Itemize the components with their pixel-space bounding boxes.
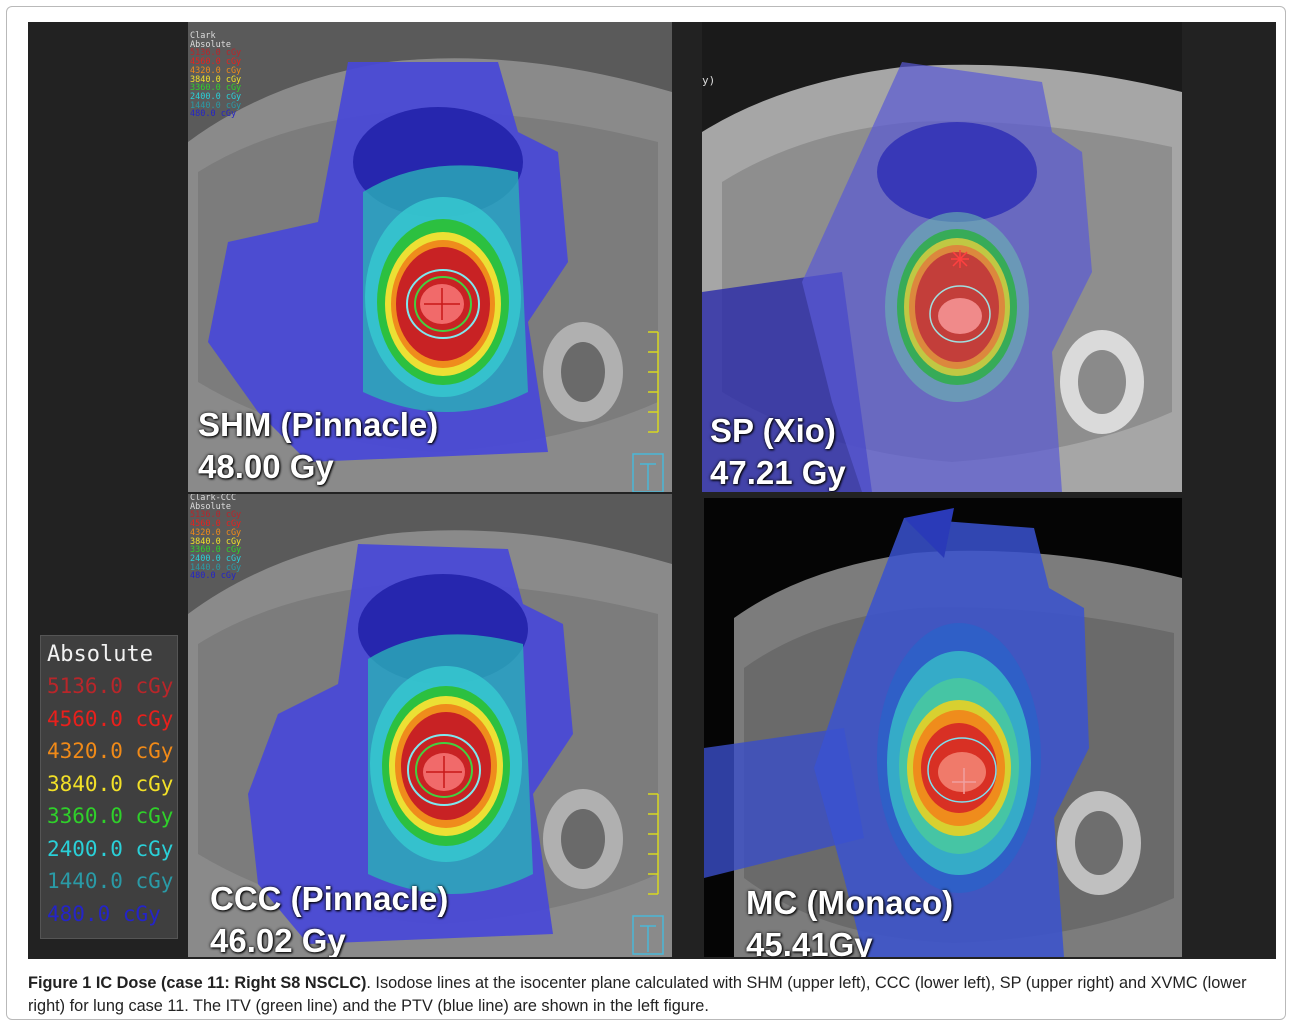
legend-item: 5136.0 cGy [190,48,242,59]
legend-item: 480.0 cGy [190,571,237,582]
dose-value: 46.02 Gy [210,922,346,957]
legend-item: 5136.0 cGy [190,510,242,521]
legend-item: 4560.0 cGy [190,57,242,68]
mini-legend-ccc: Clark-CCC Absolute 5136.0 cGy 4560.0 cGy… [190,494,241,581]
method-label: MC (Monaco) [746,884,954,921]
caption-title: Figure 1 IC Dose (case 11: Right S8 NSCL… [28,974,367,992]
legend-item: 3840.0 cGy [190,536,242,547]
ct-dose-image-ccc [188,494,672,957]
dose-value: 45.41Gy [746,926,873,957]
panel-sp: SP (Xio) 47.21 Gy [702,22,1182,492]
ct-dose-image-mc [704,498,1182,957]
dose-value: 47.21 Gy [710,454,846,491]
ct-dose-image-shm [188,22,672,492]
method-label: CCC (Pinnacle) [210,880,449,917]
axis-label-fragment: y) [702,74,716,87]
method-label: SHM (Pinnacle) [198,406,439,443]
caption-text: . Isodose lines at the isocenter plane c… [28,974,1247,1015]
header-line: Clark-CCC [190,494,237,503]
dose-value: 48.00 Gy [198,448,334,485]
legend-item: 1440.0 cGy [190,562,242,573]
legend-item: 1440.0 cGy [47,869,174,893]
panel-ccc: Clark-CCC Absolute 5136.0 cGy 4560.0 cGy… [188,494,672,957]
legend-item: 2400.0 cGy [190,91,242,102]
header-line: Absolute [190,501,231,512]
legend-title: Absolute [47,642,153,667]
header-line: Clark [190,31,216,41]
legend-item: 1440.0 cGy [190,100,242,111]
method-label: SP (Xio) [710,412,836,449]
legend-item: 4320.0 cGy [47,739,174,763]
legend-item: 4560.0 cGy [190,519,242,530]
dose-legend: Absolute 5136.0 cGy 4560.0 cGy 4320.0 cG… [40,635,178,939]
legend-item: 4320.0 cGy [190,527,242,538]
figure-caption: Figure 1 IC Dose (case 11: Right S8 NSCL… [28,972,1278,1018]
header-line: Absolute [190,39,231,50]
panel-mc: MC (Monaco) 45.41Gy [704,498,1182,957]
legend-item: 3840.0 cGy [47,771,174,796]
legend-item: 2400.0 cGy [190,553,242,564]
legend-item: 4560.0 cGy [47,706,174,731]
ct-dose-image-sp [702,22,1182,492]
legend-item: 4320.0 cGy [190,65,242,76]
panel-shm: Clark Absolute 5136.0 cGy 4560.0 cGy 432… [188,22,672,492]
legend-item: 5136.0 cGy [47,674,174,698]
legend-item: 3360.0 cGy [190,83,242,94]
legend-item: 3840.0 cGy [190,74,242,85]
legend-item: 480.0 cGy [47,901,161,926]
figure-image: Absolute 5136.0 cGy 4560.0 cGy 4320.0 cG… [28,22,1276,959]
mini-legend-shm: Clark Absolute 5136.0 cGy 4560.0 cGy 432… [190,32,241,119]
legend-item: 2400.0 cGy [47,836,174,861]
legend-item: 3360.0 cGy [190,545,242,556]
legend-item: 3360.0 cGy [47,804,174,828]
legend-item: 480.0 cGy [190,109,237,120]
